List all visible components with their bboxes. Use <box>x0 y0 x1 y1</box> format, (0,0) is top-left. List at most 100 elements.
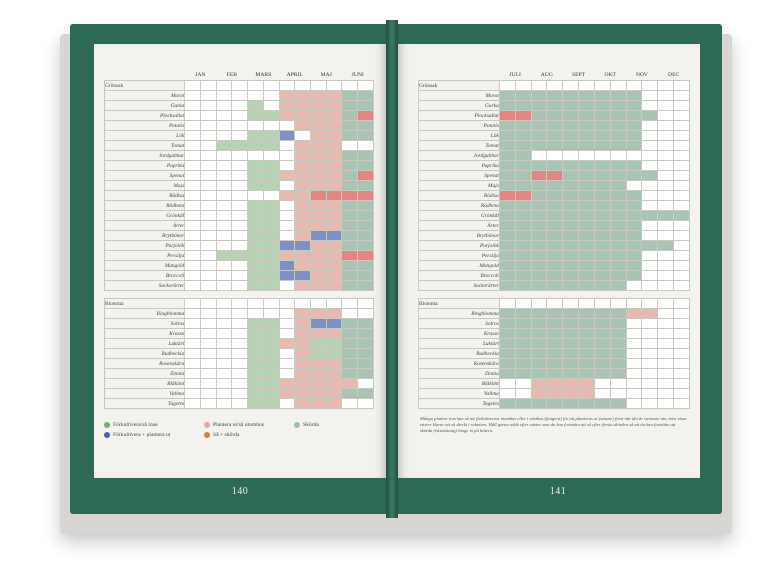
calendar-cell <box>609 170 627 181</box>
calendar-cell <box>247 130 264 141</box>
calendar-cell <box>498 348 516 359</box>
calendar-cell <box>199 170 217 181</box>
calendar-cell <box>578 140 595 151</box>
calendar-cell <box>184 260 201 271</box>
plant-name: Grönkål <box>103 210 186 221</box>
calendar-cell <box>546 150 564 161</box>
calendar-cell <box>341 150 359 161</box>
calendar-cell <box>278 210 296 221</box>
calendar-cell <box>657 298 675 309</box>
month-header-row: JAN FEB MARS APRIL MAJ JUNI <box>105 70 374 81</box>
calendar-cell <box>593 250 611 261</box>
calendar-cell <box>657 220 675 231</box>
calendar-cell <box>657 130 675 141</box>
plant-row: Grönkål <box>418 210 690 221</box>
calendar-cell <box>593 308 611 319</box>
plant-name: Brytbönor <box>418 230 500 241</box>
calendar-cell <box>262 328 280 339</box>
calendar-cell <box>357 100 374 111</box>
calendar-cell <box>498 378 516 389</box>
section-spacer <box>105 291 374 299</box>
calendar-cell <box>562 130 580 141</box>
calendar-cell <box>530 358 548 369</box>
calendar-cell <box>278 160 296 171</box>
calendar-cell <box>325 120 343 131</box>
calendar-cell <box>247 250 264 261</box>
calendar-cell <box>609 368 627 379</box>
calendar-cell <box>673 368 690 379</box>
plant-row: Jordgubbar <box>418 150 690 161</box>
calendar-cell <box>673 80 690 91</box>
calendar-cell <box>673 378 690 389</box>
calendar-cell <box>625 240 643 251</box>
calendar-cell <box>294 220 311 231</box>
legend-swatch-icon <box>204 422 210 428</box>
calendar-cell <box>294 150 311 161</box>
calendar-cell <box>309 200 327 211</box>
legend-swatch-icon <box>104 422 110 428</box>
calendar-cell <box>357 338 374 349</box>
calendar-cell <box>609 180 627 191</box>
calendar-cell <box>530 328 548 339</box>
plant-row: Ärter <box>103 220 374 231</box>
plant-name: Ringblomma <box>103 308 186 319</box>
calendar-cell <box>215 220 233 231</box>
calendar-cell <box>593 358 611 369</box>
calendar-cell <box>262 210 280 221</box>
calendar-cell <box>247 260 264 271</box>
plant-name: Broccoli <box>103 270 186 281</box>
calendar-cell <box>593 120 611 131</box>
calendar-cell <box>278 398 296 409</box>
calendar-cell <box>593 170 611 181</box>
calendar-cell <box>325 280 343 291</box>
calendar-cell <box>199 398 217 409</box>
calendar-cell <box>578 348 595 359</box>
calendar-cell <box>530 120 548 131</box>
calendar-cell <box>578 250 595 261</box>
calendar-cell <box>498 90 516 101</box>
calendar-cell <box>562 328 580 339</box>
calendar-cell <box>562 388 580 399</box>
calendar-cell <box>278 170 296 181</box>
calendar-cell <box>498 140 516 151</box>
calendar-cell <box>641 160 659 171</box>
calendar-cell <box>530 338 548 349</box>
calendar-cell <box>641 260 659 271</box>
calendar-cell <box>609 150 627 161</box>
calendar-cell <box>514 308 532 319</box>
calendar-cell <box>514 338 532 349</box>
calendar-cell <box>184 250 201 261</box>
calendar-cell <box>593 348 611 359</box>
calendar-cell <box>231 220 249 231</box>
section-title: Blomma <box>418 298 500 309</box>
calendar-cell <box>231 250 249 261</box>
calendar-cell <box>609 210 627 221</box>
calendar-cell <box>357 170 374 181</box>
calendar-cell <box>309 90 327 101</box>
calendar-cell <box>546 100 564 111</box>
calendar-cell <box>325 338 343 349</box>
calendar-cell <box>278 328 296 339</box>
calendar-cell <box>215 90 233 101</box>
calendar-cell <box>546 318 564 329</box>
calendar-cell <box>625 130 643 141</box>
calendar-cell <box>278 368 296 379</box>
calendar-cell <box>530 368 548 379</box>
plant-name: Lök <box>418 130 500 141</box>
calendar-cell <box>325 318 343 329</box>
calendar-cell <box>215 298 233 309</box>
calendar-cell <box>514 348 532 359</box>
calendar-cell <box>530 180 548 191</box>
plant-row: Grönkål <box>103 210 374 221</box>
calendar-cell <box>657 250 675 261</box>
calendar-cell <box>530 130 548 141</box>
calendar-cell <box>673 100 690 111</box>
calendar-cell <box>657 120 675 131</box>
calendar-cell <box>341 190 359 201</box>
calendar-cell <box>215 328 233 339</box>
calendar-cell <box>673 120 690 131</box>
calendar-cell <box>562 120 580 131</box>
section-header-row: Blomma <box>103 298 374 309</box>
month-header: JUNI <box>351 72 364 78</box>
calendar-cell <box>625 368 643 379</box>
